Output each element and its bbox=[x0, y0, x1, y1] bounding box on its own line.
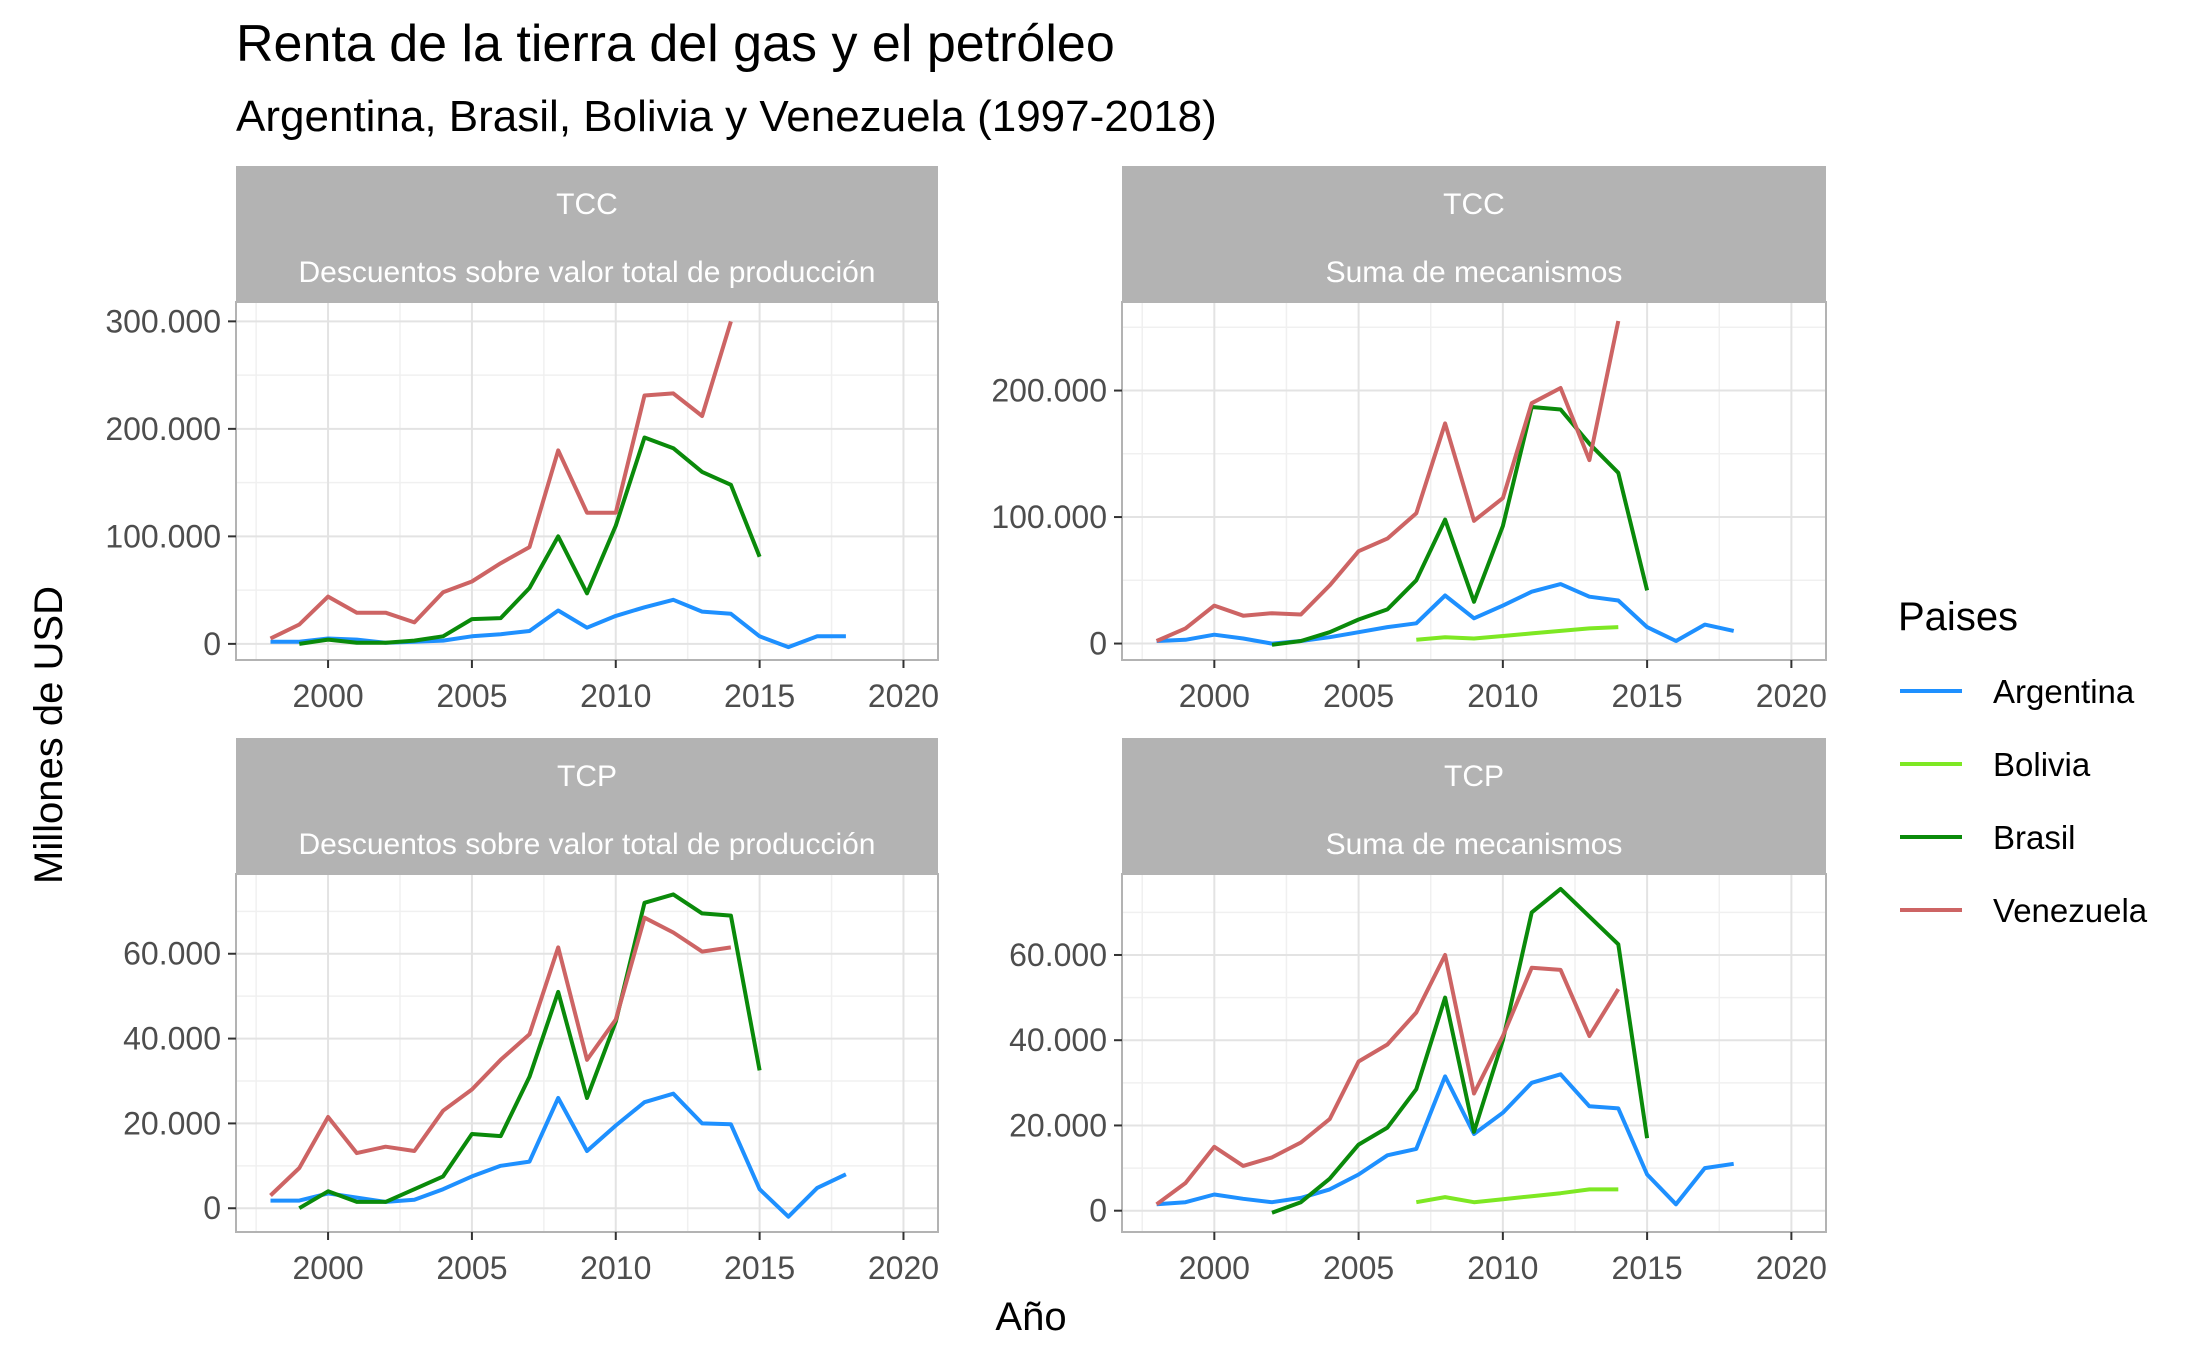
gridlines bbox=[236, 874, 938, 1232]
y-axis-title: Millones de USD bbox=[27, 586, 71, 884]
y-tick-label: 200.000 bbox=[105, 411, 221, 447]
y-tick-label: 0 bbox=[203, 626, 221, 662]
x-tick-label: 2015 bbox=[724, 1250, 795, 1286]
y-tick-label: 60.000 bbox=[123, 936, 221, 972]
series-line-venezuela bbox=[1155, 953, 1621, 1206]
y-tick-label: 200.000 bbox=[991, 373, 1107, 409]
series-line-venezuela bbox=[269, 320, 733, 641]
x-tick-label: 2020 bbox=[1756, 1250, 1827, 1286]
y-tick-label: 40.000 bbox=[123, 1021, 221, 1057]
x-tick-label: 2020 bbox=[868, 678, 939, 714]
series-line-argentina bbox=[270, 597, 846, 650]
panel-border bbox=[235, 873, 939, 1233]
y-tick-label: 300.000 bbox=[105, 303, 221, 339]
plot-background bbox=[1122, 874, 1826, 1232]
chart-subtitle: Argentina, Brasil, Bolivia y Venezuela (… bbox=[236, 92, 1217, 141]
y-tick-label: 0 bbox=[203, 1190, 221, 1226]
series-line-argentina bbox=[1156, 582, 1735, 646]
x-tick-label: 2015 bbox=[1612, 678, 1683, 714]
strip-label-type: TCC bbox=[556, 188, 618, 221]
y-tick-label: 60.000 bbox=[1009, 937, 1107, 973]
strip-label-type: TCP bbox=[1444, 760, 1504, 793]
legend-label-venezuela: Venezuela bbox=[1993, 892, 2148, 929]
plot-background bbox=[236, 302, 938, 660]
x-axis-title: Año bbox=[995, 1295, 1066, 1339]
gridlines bbox=[1122, 302, 1826, 660]
x-tick-label: 2000 bbox=[292, 1250, 363, 1286]
plot-background bbox=[1122, 302, 1826, 660]
facet-strip bbox=[1122, 166, 1826, 302]
y-tick-label: 20.000 bbox=[123, 1105, 221, 1141]
x-tick-label: 2020 bbox=[868, 1250, 939, 1286]
panel-2: TCC Suma de mecanismos 2000 2005 2010 2015 202… bbox=[991, 166, 1827, 714]
facet-strip bbox=[236, 166, 938, 302]
panel-border bbox=[235, 301, 939, 661]
strip-label-type: TCC bbox=[1443, 188, 1505, 221]
x-tick-label: 2010 bbox=[1467, 678, 1538, 714]
legend-item-argentina: Argentina bbox=[1900, 673, 2135, 710]
legend-item-venezuela: Venezuela bbox=[1900, 892, 2148, 929]
legend-label-brasil: Brasil bbox=[1993, 819, 2076, 856]
facet-strip bbox=[236, 738, 938, 874]
y-tick-label: 100.000 bbox=[105, 518, 221, 554]
facet-panels: TCC Descuentos sobre valor total de produ… bbox=[105, 166, 1827, 1286]
x-tick-label: 2010 bbox=[1467, 1250, 1538, 1286]
x-tick-label: 2000 bbox=[1179, 678, 1250, 714]
x-tick-label: 2015 bbox=[724, 678, 795, 714]
series-line-brasil bbox=[298, 892, 762, 1210]
legend-label-bolivia: Bolivia bbox=[1993, 746, 2091, 783]
x-tick-label: 2020 bbox=[1756, 678, 1827, 714]
legend-title: Paises bbox=[1898, 595, 2018, 639]
series-line-venezuela bbox=[1155, 320, 1621, 643]
x-tick-label: 2005 bbox=[1323, 678, 1394, 714]
strip-label-measure: Descuentos sobre valor total de producci… bbox=[298, 256, 875, 289]
panel-3: TCP Descuentos sobre valor total de produ… bbox=[123, 738, 939, 1286]
chart-title: Renta de la tierra del gas y el petróleo bbox=[236, 15, 1115, 73]
x-tick-label: 2010 bbox=[580, 678, 651, 714]
x-tick-label: 2010 bbox=[580, 1250, 651, 1286]
x-tick-label: 2000 bbox=[292, 678, 363, 714]
series-line-bolivia bbox=[1415, 1187, 1619, 1205]
series-line-brasil bbox=[299, 435, 762, 646]
y-tick-label: 0 bbox=[1089, 626, 1107, 662]
y-tick-label: 100.000 bbox=[991, 499, 1107, 535]
gridlines bbox=[236, 302, 938, 660]
x-tick-label: 2000 bbox=[1179, 1250, 1250, 1286]
gridlines bbox=[1122, 874, 1826, 1232]
panel-4: TCP Suma de mecanismos 2000 2005 2010 2015 202… bbox=[1009, 738, 1827, 1286]
facet-strip bbox=[1122, 738, 1826, 874]
panel-border bbox=[1121, 873, 1827, 1233]
strip-label-type: TCP bbox=[557, 760, 617, 793]
x-tick-label: 2005 bbox=[436, 1250, 507, 1286]
strip-label-measure: Descuentos sobre valor total de producci… bbox=[298, 828, 875, 861]
legend-item-bolivia: Bolivia bbox=[1900, 746, 2091, 783]
y-tick-label: 0 bbox=[1089, 1193, 1107, 1229]
series-line-bolivia bbox=[1416, 625, 1619, 642]
legend: Paises Argentina Bolivia Brasil Venezuel… bbox=[1898, 595, 2148, 929]
x-tick-label: 2005 bbox=[1323, 1250, 1394, 1286]
panel-1: TCC Descuentos sobre valor total de produ… bbox=[105, 166, 939, 714]
panel-border bbox=[1121, 301, 1827, 661]
legend-item-brasil: Brasil bbox=[1900, 819, 2076, 856]
series-line-venezuela bbox=[269, 915, 732, 1197]
series-line-argentina bbox=[1156, 1072, 1734, 1207]
series-line-argentina bbox=[270, 1091, 847, 1219]
x-tick-label: 2015 bbox=[1612, 1250, 1683, 1286]
y-tick-label: 40.000 bbox=[1009, 1022, 1107, 1058]
y-tick-label: 20.000 bbox=[1009, 1107, 1107, 1143]
strip-label-measure: Suma de mecanismos bbox=[1326, 828, 1623, 861]
strip-label-measure: Suma de mecanismos bbox=[1326, 256, 1623, 289]
series-line-brasil bbox=[1271, 405, 1650, 647]
legend-label-argentina: Argentina bbox=[1993, 673, 2135, 710]
series-line-brasil bbox=[1271, 886, 1650, 1215]
x-tick-label: 2005 bbox=[436, 678, 507, 714]
